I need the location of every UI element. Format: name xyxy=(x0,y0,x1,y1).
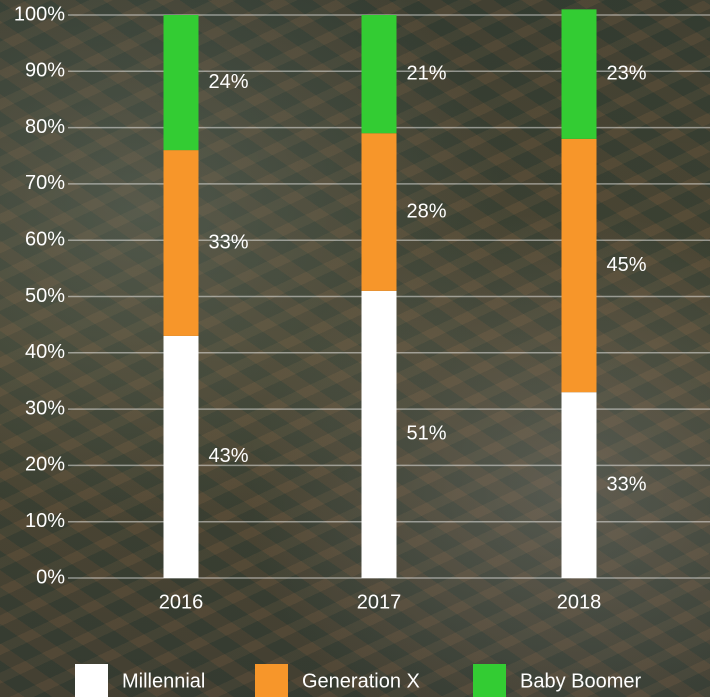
value-label: 33% xyxy=(209,231,249,253)
x-tick-label: 2018 xyxy=(557,591,602,613)
value-label: 45% xyxy=(607,254,647,276)
y-tick-label: 20% xyxy=(25,454,65,476)
y-tick-label: 100% xyxy=(14,3,65,25)
x-tick-label: 2016 xyxy=(159,591,204,613)
value-label: 24% xyxy=(209,71,249,93)
bar-segment xyxy=(163,335,199,578)
bar-segment xyxy=(361,133,397,291)
y-tick-label: 10% xyxy=(25,510,65,532)
legend-label: Millennial xyxy=(122,670,205,692)
legend-label: Generation X xyxy=(302,670,420,692)
y-tick-label: 70% xyxy=(25,172,65,194)
legend-swatch xyxy=(75,664,108,697)
legend-label: Baby Boomer xyxy=(520,670,642,692)
legend-swatch xyxy=(473,664,506,697)
y-tick-label: 50% xyxy=(25,285,65,307)
y-tick-label: 0% xyxy=(36,566,65,588)
value-label: 33% xyxy=(607,473,647,495)
bar-segment xyxy=(163,15,199,151)
y-tick-label: 40% xyxy=(25,341,65,363)
bar-segment xyxy=(561,9,597,139)
bar-segment xyxy=(163,150,199,336)
bar-segment xyxy=(361,290,397,578)
y-tick-label: 80% xyxy=(25,116,65,138)
bar-segment xyxy=(561,392,597,578)
y-tick-label: 30% xyxy=(25,397,65,419)
bar-segment xyxy=(361,15,397,134)
x-tick-label: 2017 xyxy=(357,591,402,613)
bar-segment xyxy=(561,138,597,393)
value-label: 23% xyxy=(607,62,647,84)
value-label: 21% xyxy=(407,62,447,84)
y-tick-label: 90% xyxy=(25,60,65,82)
value-label: 28% xyxy=(407,200,447,222)
y-tick-label: 60% xyxy=(25,228,65,250)
value-label: 51% xyxy=(407,423,447,445)
legend-swatch xyxy=(255,664,288,697)
value-label: 43% xyxy=(209,445,249,467)
